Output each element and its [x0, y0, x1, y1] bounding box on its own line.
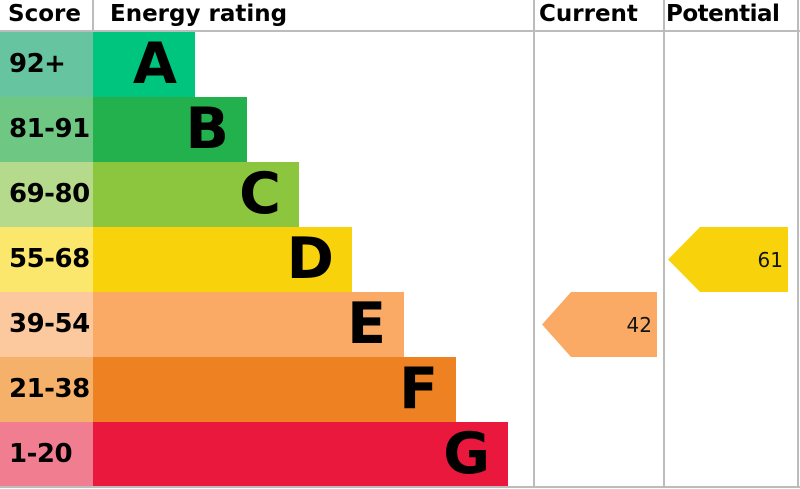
header-current: Current — [539, 1, 638, 27]
band-rows: 92+ A 81-91 B 69-80 C 55-68 D 39-54 E 21… — [0, 32, 800, 487]
band-letter: C — [239, 161, 281, 227]
band-row-f: 21-38 F — [0, 357, 800, 422]
current-column-divider — [533, 0, 535, 488]
header-energy-rating: Energy rating — [110, 1, 288, 27]
band-bar: F — [93, 357, 456, 422]
band-bar: E — [93, 292, 404, 357]
band-bar: C — [93, 162, 299, 227]
band-row-e: 39-54 E — [0, 292, 800, 357]
band-bar: D — [93, 227, 352, 292]
band-row-b: 81-91 B — [0, 97, 800, 162]
band-score-label: 69-80 — [0, 162, 93, 227]
potential-column-divider — [663, 0, 665, 488]
band-row-d: 55-68 D — [0, 227, 800, 292]
band-letter: G — [443, 421, 490, 487]
band-score-label: 55-68 — [0, 227, 93, 292]
band-letter: B — [185, 96, 229, 162]
band-row-c: 69-80 C — [0, 162, 800, 227]
band-score-label: 39-54 — [0, 292, 93, 357]
band-row-g: 1-20 G — [0, 422, 800, 487]
band-letter: F — [399, 356, 438, 422]
band-bar: A — [93, 32, 195, 97]
band-score-label: 1-20 — [0, 422, 93, 487]
band-bar: B — [93, 97, 247, 162]
band-score-label: 21-38 — [0, 357, 93, 422]
band-letter: E — [347, 291, 386, 357]
band-letter: D — [286, 226, 334, 292]
right-border-line — [797, 0, 799, 488]
band-row-a: 92+ A — [0, 32, 800, 97]
band-letter: A — [132, 31, 177, 97]
band-score-label: 92+ — [0, 32, 93, 97]
header-score: Score — [8, 1, 81, 27]
score-column-divider — [92, 0, 94, 30]
band-score-label: 81-91 — [0, 97, 93, 162]
bottom-border-line — [0, 486, 800, 488]
header-potential: Potential — [666, 1, 780, 27]
band-bar: G — [93, 422, 508, 487]
potential-rating-value: 61 — [757, 247, 783, 272]
header-row: Score Energy rating Current Potential — [0, 0, 800, 30]
header-divider-line — [0, 30, 800, 32]
current-rating-value: 42 — [626, 312, 652, 337]
